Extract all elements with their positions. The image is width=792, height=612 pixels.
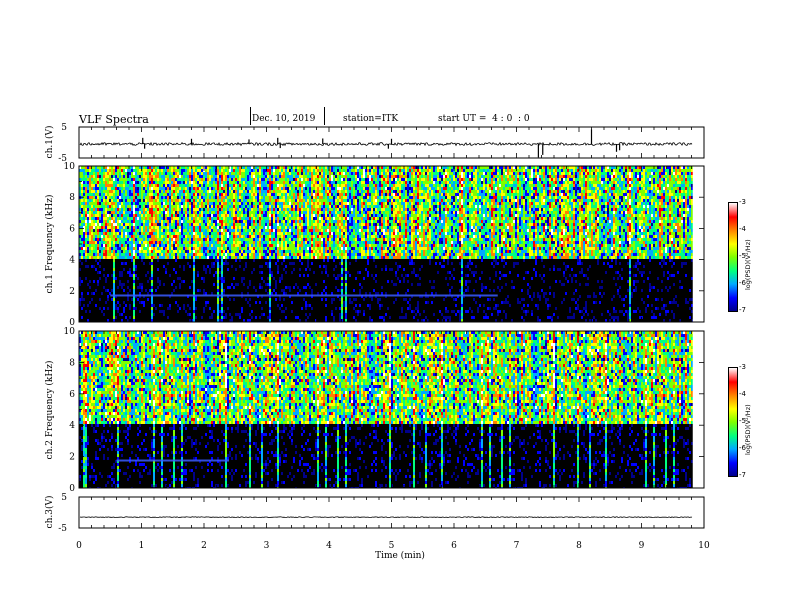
waveform-ch3-ytick-label: 5 — [61, 493, 67, 503]
colorbar-ch1 — [728, 202, 738, 312]
waveform-ch3-ytick-label: -5 — [58, 524, 67, 534]
header-start-time: start UT = 4 : 0 : 0 — [438, 114, 530, 124]
ylabel-ch2-freq-text: ch.2 Frequency (kHz) — [44, 361, 55, 460]
waveform-ch1-trace — [79, 141, 693, 147]
spectrogram-ch1-ytick-label: 2 — [69, 287, 75, 297]
xtick-label: 5 — [389, 541, 395, 551]
xtick-label: 0 — [76, 541, 82, 551]
header-divider — [324, 107, 325, 125]
colorbar-tick-label: -4 — [739, 225, 746, 233]
header-station: station=ITK — [343, 114, 398, 124]
colorbar-tick-label: -6 — [739, 444, 746, 452]
ylabel-ch2-freq: ch.2 Frequency (kHz) — [44, 361, 55, 460]
header-divider — [250, 107, 251, 125]
spectrogram-ch1-image — [79, 166, 704, 322]
header-date: Dec. 10, 2019 — [252, 114, 315, 124]
tone-band — [116, 459, 229, 462]
xtick-label: 6 — [451, 541, 457, 551]
xtick-label: 7 — [514, 541, 520, 551]
spectrogram-ch2-ytick-label: 10 — [64, 327, 76, 337]
spectrogram-ch2-ytick-label: 2 — [69, 453, 75, 463]
ylabel-ch1-wave: ch.1(V) — [44, 126, 55, 159]
spectrogram-ch2-image — [79, 331, 704, 488]
ylabel-ch1-freq-text: ch.1 Frequency (kHz) — [44, 195, 55, 294]
spectrogram-ch2-ytick-label: 0 — [69, 484, 75, 494]
colorbar-tick-label: -5 — [739, 417, 746, 425]
colorbar-tick-label: -4 — [739, 390, 746, 398]
colorbar-ch2-label: log(PSD)(V²/Hz) — [744, 404, 752, 455]
xtick-label: 8 — [576, 541, 582, 551]
spectrogram-ch2-ytick-label: 6 — [69, 390, 75, 400]
ylabel-ch3-wave: ch.3(V) — [44, 496, 55, 529]
xtick-label: 4 — [326, 541, 332, 551]
xtick-label: 3 — [264, 541, 270, 551]
waveform-ch1-ytick-label: -5 — [58, 154, 67, 164]
colorbar-tick-label: -5 — [739, 252, 746, 260]
colorbar-tick-label: -7 — [739, 471, 746, 479]
xtick-label: 2 — [201, 541, 207, 551]
x-axis-label: Time (min) — [375, 550, 425, 561]
waveform-ch1-ytick-label: 5 — [61, 123, 67, 133]
xtick-label: 10 — [698, 541, 710, 551]
tone-band — [110, 294, 498, 297]
colorbar-tick-label: -3 — [739, 363, 746, 371]
xtick-label: 9 — [639, 541, 645, 551]
spectrogram-ch1-ytick-label: 4 — [69, 256, 75, 266]
spectrogram-ch2-ytick-label: 8 — [69, 358, 75, 368]
waveform-ch3-trace — [79, 516, 693, 518]
colorbar-tick-label: -3 — [739, 198, 746, 206]
ylabel-ch1-freq: ch.1 Frequency (kHz) — [44, 195, 55, 294]
spectrogram-ch2-ytick-label: 4 — [69, 421, 75, 431]
colorbar-ch1-label: log(PSD)(V²/Hz) — [744, 239, 752, 290]
figure-title: VLF Spectra — [79, 113, 149, 126]
spectrogram-ch1-ytick-label: 6 — [69, 224, 75, 234]
spectrogram-ch1-ytick-label: 0 — [69, 318, 75, 328]
colorbar-tick-label: -6 — [739, 279, 746, 287]
xtick-label: 1 — [139, 541, 145, 551]
spectrogram-ch1-ytick-label: 10 — [64, 162, 76, 172]
spectrogram-ch1-ytick-label: 8 — [69, 193, 75, 203]
colorbar-tick-label: -7 — [739, 306, 746, 314]
colorbar-ch2 — [728, 367, 738, 477]
